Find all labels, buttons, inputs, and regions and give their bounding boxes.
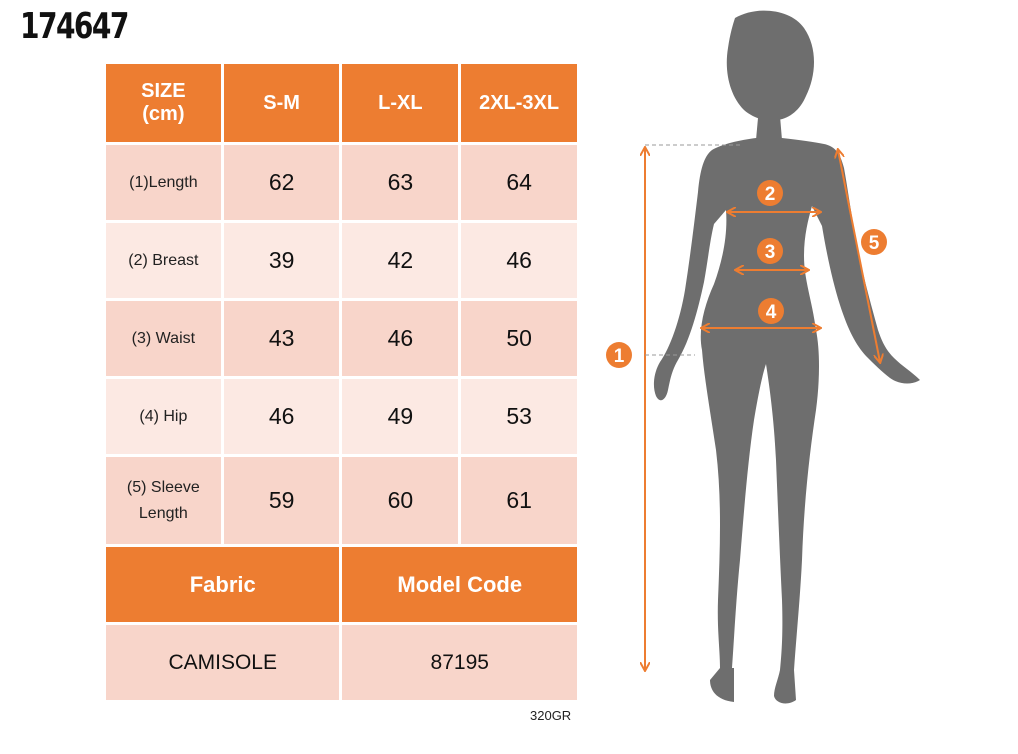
model-code-value: 87195 <box>342 625 577 700</box>
table-cell: 46 <box>223 379 340 454</box>
table-row: (3) Waist 43 46 50 <box>106 301 577 376</box>
table-cell: 49 <box>342 379 459 454</box>
marker-1: 1 <box>606 342 632 368</box>
product-code: 174647 <box>20 6 129 47</box>
table-row: (1)Length 62 63 64 <box>106 145 577 220</box>
size-column-lxl: L-XL <box>342 64 459 142</box>
svg-text:4: 4 <box>766 302 777 323</box>
row-label-hip: (4) Hip <box>106 379 221 454</box>
svg-text:5: 5 <box>869 233 880 254</box>
footer-header-row: Fabric Model Code <box>106 547 577 622</box>
size-header-label: SIZE <box>141 80 186 102</box>
table-cell: 64 <box>461 145 577 220</box>
table-cell: 46 <box>342 301 459 376</box>
body-measurement-figure: 1 2 3 4 5 <box>606 10 920 704</box>
svg-text:2: 2 <box>765 184 776 205</box>
table-cell: 62 <box>223 145 340 220</box>
table-header-row: SIZE (cm) S-M L-XL 2XL-3XL <box>106 64 577 142</box>
table-cell: 42 <box>342 223 459 298</box>
table-cell: 39 <box>223 223 340 298</box>
row-label-sleeve-length: (5) Sleeve Length <box>106 457 221 544</box>
measurement-guides <box>645 144 880 670</box>
footer-value-row: CAMISOLE 87195 <box>106 625 577 700</box>
row-label-breast: (2) Breast <box>106 223 221 298</box>
table-cell: 43 <box>223 301 340 376</box>
size-chart-table: SIZE (cm) S-M L-XL 2XL-3XL (1)Length 62 … <box>103 61 580 703</box>
fabric-header: Fabric <box>106 547 340 622</box>
table-row: (4) Hip 46 49 53 <box>106 379 577 454</box>
table-cell: 61 <box>461 457 577 544</box>
table-cell: 46 <box>461 223 577 298</box>
row-label-waist: (3) Waist <box>106 301 221 376</box>
table-cell: 60 <box>342 457 459 544</box>
table-cell: 63 <box>342 145 459 220</box>
woman-silhouette <box>653 10 920 704</box>
row-label-line: (5) Sleeve <box>126 478 200 496</box>
svg-text:3: 3 <box>765 242 776 263</box>
fabric-value: CAMISOLE <box>106 625 340 700</box>
sleeve-arrow <box>838 150 880 362</box>
table-cell: 50 <box>461 301 577 376</box>
marker-3: 3 <box>757 238 783 264</box>
size-header-unit: (cm) <box>142 103 185 125</box>
row-label-length: (1)Length <box>106 145 221 220</box>
size-header-cell: SIZE (cm) <box>106 64 221 142</box>
row-label-line: Length <box>138 504 188 522</box>
size-column-2xl3xl: 2XL-3XL <box>461 64 577 142</box>
table-cell: 53 <box>461 379 577 454</box>
marker-2: 2 <box>757 180 783 206</box>
table-cell: 59 <box>223 457 340 544</box>
marker-4: 4 <box>758 298 784 324</box>
model-code-header: Model Code <box>342 547 577 622</box>
table-row: (5) Sleeve Length 59 60 61 <box>106 457 577 544</box>
svg-text:1: 1 <box>614 346 625 367</box>
table-row: (2) Breast 39 42 46 <box>106 223 577 298</box>
size-column-sm: S-M <box>223 64 340 142</box>
fabric-weight-label: 320GR <box>530 708 572 723</box>
marker-5: 5 <box>861 229 887 255</box>
